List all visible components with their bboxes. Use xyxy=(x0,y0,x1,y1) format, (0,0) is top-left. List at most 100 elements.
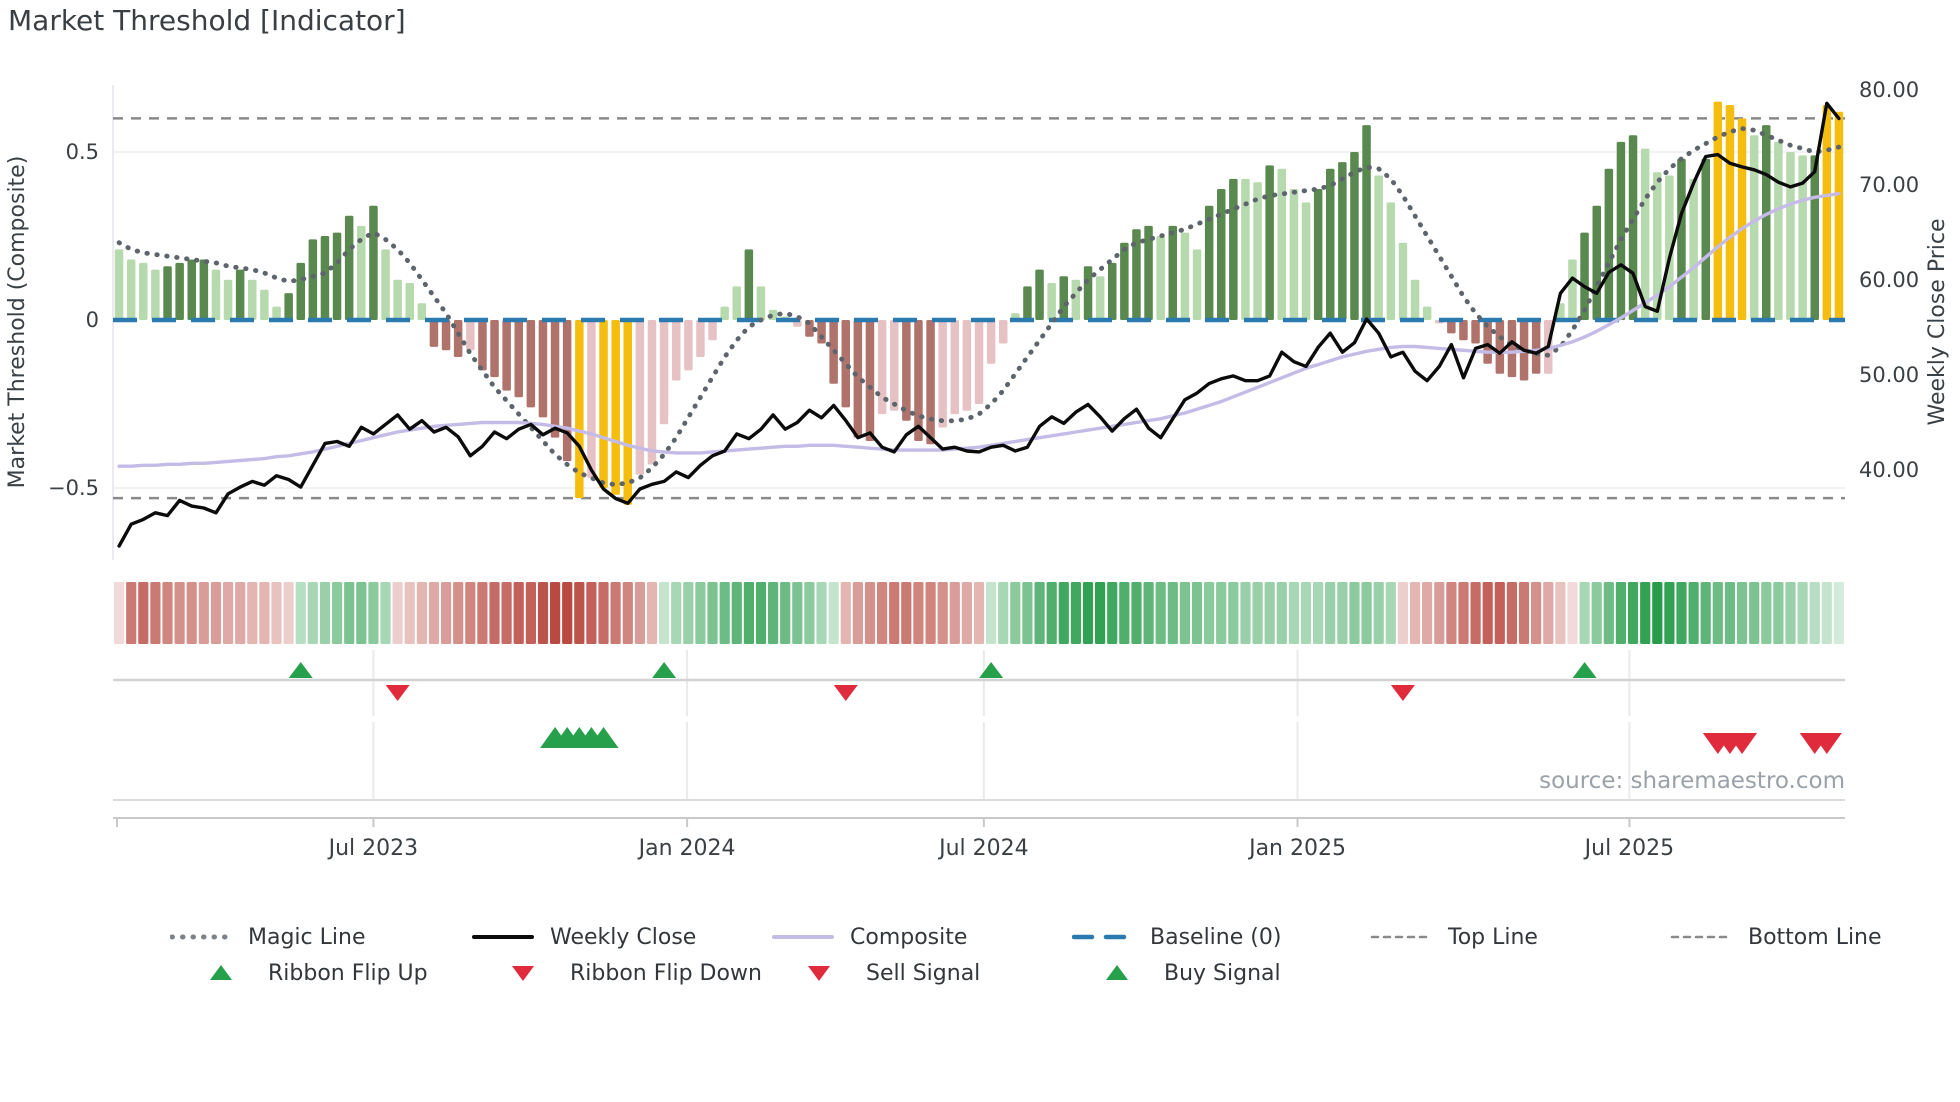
legend-item-buy-signal[interactable]: Buy Signal xyxy=(1086,958,1281,988)
ribbon-cell xyxy=(901,582,912,644)
threshold-bar xyxy=(1035,269,1044,320)
ribbon-cell xyxy=(1191,582,1203,644)
threshold-bar xyxy=(1725,105,1735,320)
ribbon-cell xyxy=(1046,582,1057,644)
threshold-bar xyxy=(526,320,536,408)
ribbon-cell xyxy=(1434,582,1445,644)
ribbon-cell xyxy=(1676,582,1687,644)
threshold-bar xyxy=(623,320,632,505)
ribbon-cell xyxy=(1494,582,1505,644)
ribbon-cell xyxy=(804,582,815,644)
solid-line-icon xyxy=(772,935,834,939)
ribbon-cell xyxy=(562,582,573,644)
threshold-bar xyxy=(1398,242,1408,320)
threshold-bar xyxy=(877,320,887,415)
ribbon-cell xyxy=(1640,582,1651,644)
threshold-bar xyxy=(1762,125,1771,320)
axes: 0.5 0 −0.5 80.00 70.00 60.00 50.00 40.00 Market … xyxy=(5,78,1950,500)
threshold-bar xyxy=(1217,189,1226,320)
threshold-bar xyxy=(550,320,560,438)
sell-signal-marker xyxy=(1811,733,1842,754)
threshold-bar xyxy=(284,293,293,320)
legend-item-magic-line[interactable]: Magic Line xyxy=(170,922,365,952)
legend-item-ribbon-flip-down[interactable]: Ribbon Flip Down xyxy=(492,958,762,988)
legend-item-baseline-0[interactable]: Baseline (0) xyxy=(1072,922,1281,952)
threshold-bar xyxy=(235,269,245,320)
threshold-bar xyxy=(1120,242,1129,320)
ribbon-cell xyxy=(1300,582,1312,644)
legend-item-label: Buy Signal xyxy=(1164,960,1281,986)
threshold-bar xyxy=(1362,125,1371,320)
ribbon-cell xyxy=(586,582,597,644)
threshold-bar xyxy=(672,320,681,381)
legend-item-label: Ribbon Flip Up xyxy=(268,960,428,986)
ribbon-cell xyxy=(295,582,306,644)
threshold-bar xyxy=(417,303,427,320)
ribbon-cell xyxy=(707,582,718,644)
ribbon-cell xyxy=(1615,582,1626,644)
ribbon-cell xyxy=(1700,582,1711,644)
threshold-bar xyxy=(1241,178,1250,320)
threshold-bar xyxy=(1410,279,1420,320)
ribbon-cell xyxy=(1288,582,1299,644)
ribbon-cell xyxy=(1167,582,1178,644)
threshold-bar xyxy=(1144,225,1153,320)
ribbon-cell xyxy=(1579,582,1590,644)
threshold-bar xyxy=(817,320,826,344)
ribbon-cell xyxy=(659,582,670,644)
threshold-bar xyxy=(1507,320,1517,378)
ribbon-cell xyxy=(695,582,706,644)
legend-item-bottom-line[interactable]: Bottom Line xyxy=(1670,922,1882,952)
ribbon-cell xyxy=(646,582,658,644)
ribbon-cell xyxy=(937,582,948,644)
ribbon-cell xyxy=(986,582,997,644)
threshold-bar xyxy=(163,266,172,320)
ribbon-cell xyxy=(441,582,452,644)
threshold-bar xyxy=(1071,279,1081,320)
ribbon-cell xyxy=(162,582,173,644)
threshold-bar xyxy=(611,320,620,495)
threshold-bar xyxy=(357,225,366,320)
ribbon-cell xyxy=(1325,582,1336,644)
ribbon-flip-down-marker xyxy=(1390,685,1415,701)
weekly-close-line xyxy=(117,101,1841,548)
threshold-bar xyxy=(1459,320,1468,341)
threshold-bar xyxy=(1265,165,1274,320)
ribbon-cell xyxy=(1785,582,1796,644)
legend-item-composite[interactable]: Composite xyxy=(772,922,967,952)
ribbon-flip-up-marker xyxy=(1572,662,1597,678)
ribbon-cell xyxy=(1531,582,1542,644)
threshold-bar xyxy=(308,239,318,320)
up-triangle-icon xyxy=(1106,965,1128,980)
threshold-bar xyxy=(1834,111,1844,320)
ribbon-cell xyxy=(1022,582,1033,644)
legend-item-top-line[interactable]: Top Line xyxy=(1370,922,1538,952)
legend-item-weekly-close[interactable]: Weekly Close xyxy=(472,922,696,952)
ribbon-cell xyxy=(307,582,318,644)
threshold-bar xyxy=(732,286,741,320)
ribbon-cell xyxy=(1179,582,1190,644)
threshold-bar xyxy=(1350,152,1359,320)
ribbon-cell xyxy=(1506,582,1517,644)
ribbon-cell xyxy=(186,582,197,644)
threshold-bar xyxy=(1592,205,1601,320)
buy-signal-marker xyxy=(588,727,619,748)
ribbon-cell xyxy=(1664,582,1675,644)
ribbon-cell xyxy=(1058,582,1069,644)
ribbon-cell xyxy=(1252,582,1263,644)
threshold-bar xyxy=(344,215,354,320)
threshold-bar xyxy=(1095,276,1105,320)
ribbon-cell xyxy=(1264,582,1275,644)
threshold-bar xyxy=(151,269,160,320)
threshold-bar xyxy=(587,320,596,478)
ribbon-cell xyxy=(537,582,549,644)
legend-item-sell-signal[interactable]: Sell Signal xyxy=(788,958,980,988)
threshold-bar xyxy=(320,236,330,320)
ribbon-cell xyxy=(816,582,827,644)
x-axis-tick-label: Jul 2024 xyxy=(937,836,1029,861)
legend-item-ribbon-flip-up[interactable]: Ribbon Flip Up xyxy=(190,958,428,988)
threshold-bar xyxy=(1737,118,1747,321)
ribbon-cell xyxy=(671,582,682,644)
ribbon-cell xyxy=(1010,582,1021,644)
ribbon-cell xyxy=(1337,582,1348,644)
